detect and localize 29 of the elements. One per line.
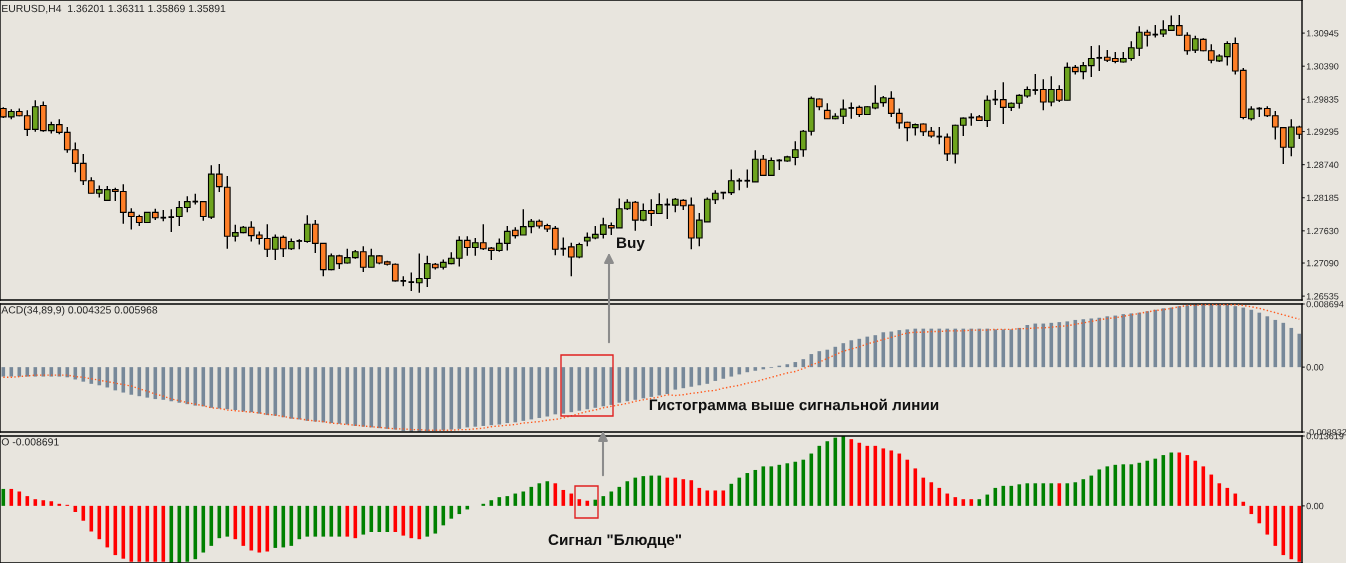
y-tick-label: 0.008694 [1306,300,1344,308]
bar [785,364,790,368]
y-tick-label: 1.30390 [1306,63,1339,70]
chart-title: O -0.008691 [1,438,59,446]
y-tick-label: 1.27630 [1306,227,1339,235]
candlestick [743,168,752,189]
y-tick-label: 1.29295 [1306,128,1339,135]
y-tick-label: 0.00 [1306,364,1324,371]
annotation: Гистограмма выше сигнальной линии [649,398,939,414]
y-tick-label: 1.28185 [1306,194,1339,202]
y-tick-label: 1.26535 [1306,293,1339,300]
candlestick [167,208,176,233]
y-tick-label: 1.27090 [1306,259,1339,267]
chart-title: ACD(34,89,9) 0.004325 0.005968 [1,305,158,316]
candlestick [1031,73,1040,96]
y-tick-label: 1.29835 [1306,96,1339,103]
bar [753,367,758,371]
y-tick-label: 1.28740 [1306,161,1339,168]
candlestick [407,271,416,292]
candlestick [559,236,568,257]
bar [41,500,46,506]
annotation: Сигнал "Блюдце" [548,534,682,548]
chart-title: EURUSD,H4 1.36201 1.36311 1.35869 1.35891 [2,4,226,14]
bar [489,500,494,506]
y-tick-label: 0.00 [1306,502,1324,510]
y-tick-label: 1.30945 [1306,30,1339,37]
annotation: Buy [617,237,645,252]
candlestick [727,168,735,196]
candlestick [1095,44,1104,72]
